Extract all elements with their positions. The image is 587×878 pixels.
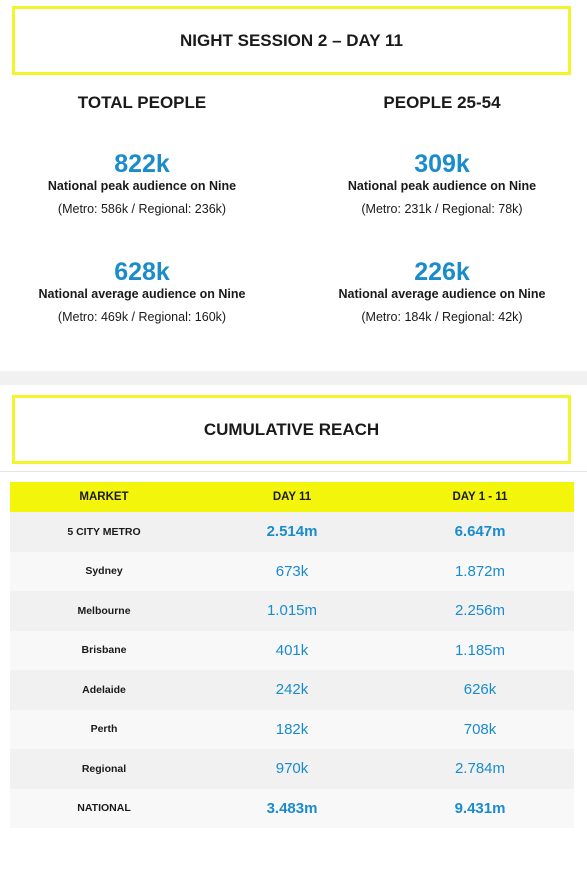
market-cell: Regional <box>10 749 198 789</box>
demo-peak-stat: 309k National peak audience on Nine (Met… <box>297 150 587 216</box>
header-day: DAY 11 <box>198 482 386 512</box>
market-cell: 5 CITY METRO <box>10 512 198 552</box>
market-cell: Sydney <box>10 551 198 591</box>
demo-peak-value: 309k <box>414 150 470 178</box>
reach-rule <box>0 471 587 472</box>
total-people-heading: TOTAL PEOPLE <box>77 93 207 112</box>
market-cell: NATIONAL <box>10 788 198 828</box>
demo-average-label: National average audience on Nine <box>338 287 546 301</box>
cumulative-value-cell: 9.431m <box>386 788 574 828</box>
total-average-value: 628k <box>114 258 170 286</box>
table-row: Perth 182k 708k <box>10 709 574 749</box>
total-average-label: National average audience on Nine <box>38 287 246 301</box>
demo-peak-breakdown: (Metro: 231k / Regional: 78k) <box>361 202 523 216</box>
table-row: Melbourne 1.015m 2.256m <box>10 591 574 631</box>
day-value-cell: 2.514m <box>198 512 386 552</box>
reach-table: MARKET DAY 11 DAY 1 - 11 5 CITY METRO 2.5… <box>10 482 574 828</box>
market-cell: Brisbane <box>10 630 198 670</box>
total-average-breakdown: (Metro: 469k / Regional: 160k) <box>57 310 227 324</box>
cumulative-value-cell: 1.872m <box>386 551 574 591</box>
table-row: Brisbane 401k 1.185m <box>10 630 574 670</box>
day-value-cell: 401k <box>198 630 386 670</box>
cumulative-value-cell: 1.185m <box>386 630 574 670</box>
day-value-cell: 1.015m <box>198 591 386 631</box>
cumulative-value-cell: 2.784m <box>386 749 574 789</box>
cumulative-value-cell: 6.647m <box>386 512 574 552</box>
table-row: NATIONAL 3.483m 9.431m <box>10 788 574 828</box>
day-value-cell: 242k <box>198 670 386 710</box>
market-cell: Melbourne <box>10 591 198 631</box>
market-cell: Adelaide <box>10 670 198 710</box>
total-average-stat: 628k National average audience on Nine (… <box>0 258 287 324</box>
cumulative-value-cell: 708k <box>386 709 574 749</box>
demo-average-value: 226k <box>414 258 470 286</box>
header-market: MARKET <box>10 482 198 512</box>
demo-peak-label: National peak audience on Nine <box>347 179 537 193</box>
people-25-54-heading: PEOPLE 25-54 <box>383 93 501 112</box>
day-value-cell: 970k <box>198 749 386 789</box>
header-cumulative: DAY 1 - 11 <box>386 482 574 512</box>
cumulative-value-cell: 626k <box>386 670 574 710</box>
demo-average-stat: 226k National average audience on Nine (… <box>297 258 587 324</box>
demo-average-breakdown: (Metro: 184k / Regional: 42k) <box>361 310 523 324</box>
day-value-cell: 673k <box>198 551 386 591</box>
day-value-cell: 3.483m <box>198 788 386 828</box>
table-row: Regional 970k 2.784m <box>10 749 574 789</box>
total-peak-label: National peak audience on Nine <box>47 179 237 193</box>
market-cell: Perth <box>10 709 198 749</box>
cumulative-value-cell: 2.256m <box>386 591 574 631</box>
table-row: Sydney 673k 1.872m <box>10 551 574 591</box>
day-value-cell: 182k <box>198 709 386 749</box>
reach-title: CUMULATIVE REACH <box>12 395 571 464</box>
total-peak-value: 822k <box>114 150 170 178</box>
section-divider <box>0 371 587 385</box>
total-peak-breakdown: (Metro: 586k / Regional: 236k) <box>57 202 227 216</box>
table-row: Adelaide 242k 626k <box>10 670 574 710</box>
page-title: NIGHT SESSION 2 – DAY 11 <box>12 6 571 75</box>
table-header-row: MARKET DAY 11 DAY 1 - 11 <box>10 482 574 512</box>
table-row: 5 CITY METRO 2.514m 6.647m <box>10 512 574 552</box>
total-peak-stat: 822k National peak audience on Nine (Met… <box>0 150 287 216</box>
